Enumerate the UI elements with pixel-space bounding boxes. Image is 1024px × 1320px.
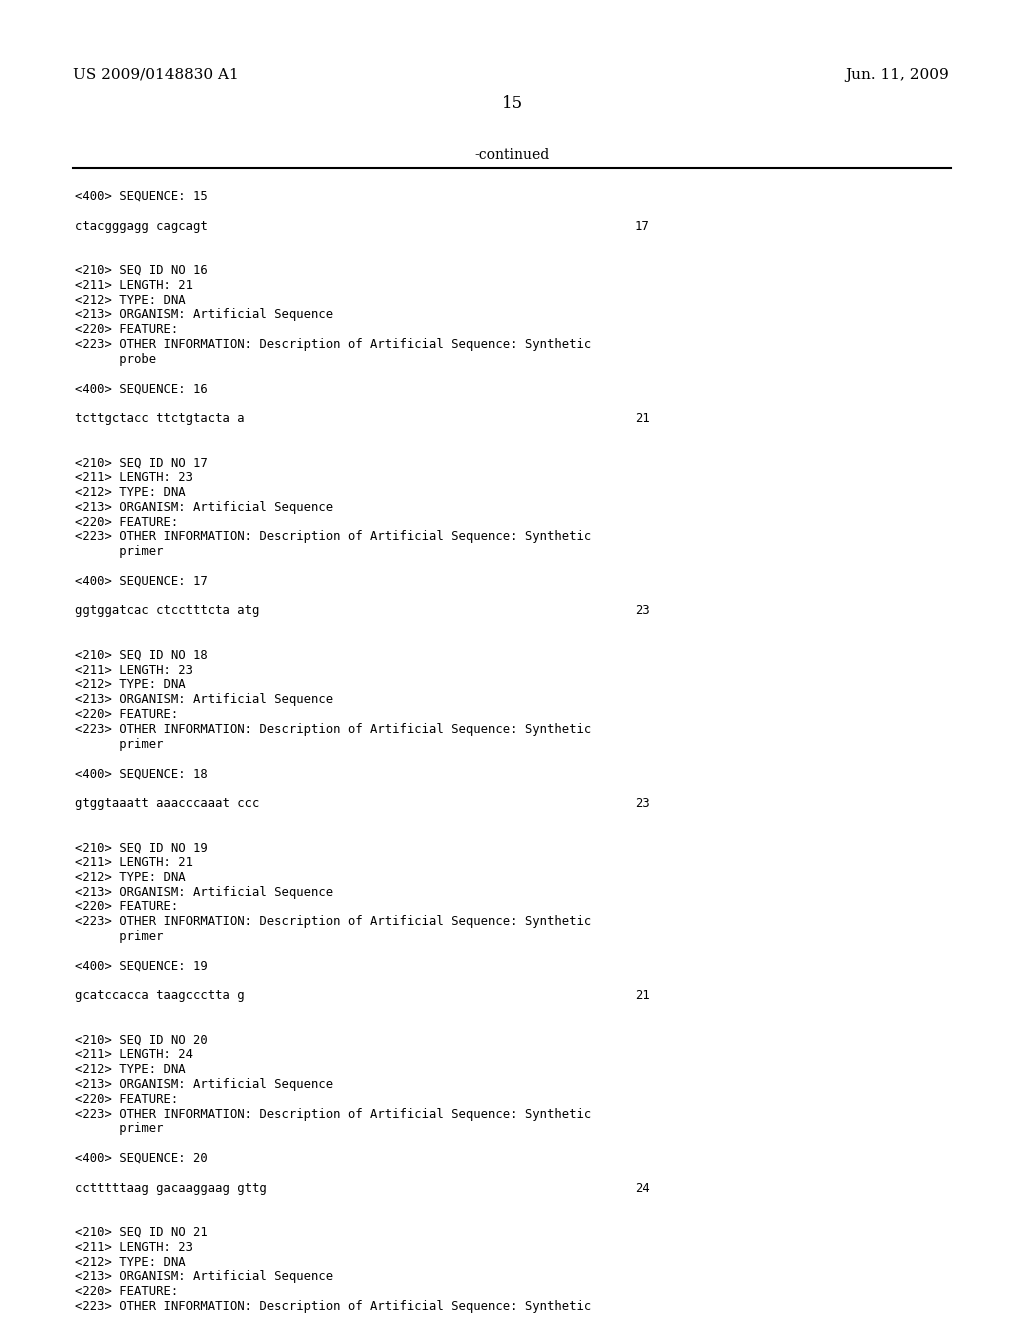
Text: <400> SEQUENCE: 19: <400> SEQUENCE: 19 (75, 960, 208, 973)
Text: cctttttaag gacaaggaag gttg: cctttttaag gacaaggaag gttg (75, 1181, 266, 1195)
Text: tcttgctacc ttctgtacta a: tcttgctacc ttctgtacta a (75, 412, 245, 425)
Text: <212> TYPE: DNA: <212> TYPE: DNA (75, 293, 185, 306)
Text: <211> LENGTH: 23: <211> LENGTH: 23 (75, 1241, 193, 1254)
Text: primer: primer (75, 931, 164, 942)
Text: <211> LENGTH: 23: <211> LENGTH: 23 (75, 664, 193, 677)
Text: <213> ORGANISM: Artificial Sequence: <213> ORGANISM: Artificial Sequence (75, 693, 333, 706)
Text: <211> LENGTH: 21: <211> LENGTH: 21 (75, 279, 193, 292)
Text: <223> OTHER INFORMATION: Description of Artificial Sequence: Synthetic: <223> OTHER INFORMATION: Description of … (75, 723, 591, 735)
Text: primer: primer (75, 738, 164, 751)
Text: 21: 21 (635, 989, 650, 1002)
Text: <211> LENGTH: 24: <211> LENGTH: 24 (75, 1048, 193, 1061)
Text: <220> FEATURE:: <220> FEATURE: (75, 323, 178, 337)
Text: <210> SEQ ID NO 16: <210> SEQ ID NO 16 (75, 264, 208, 277)
Text: ggtggatcac ctcctttcta atg: ggtggatcac ctcctttcta atg (75, 605, 259, 618)
Text: <220> FEATURE:: <220> FEATURE: (75, 1093, 178, 1106)
Text: <220> FEATURE:: <220> FEATURE: (75, 1286, 178, 1298)
Text: 15: 15 (502, 95, 522, 112)
Text: <400> SEQUENCE: 17: <400> SEQUENCE: 17 (75, 574, 208, 587)
Text: <212> TYPE: DNA: <212> TYPE: DNA (75, 1063, 185, 1076)
Text: <211> LENGTH: 23: <211> LENGTH: 23 (75, 471, 193, 484)
Text: <220> FEATURE:: <220> FEATURE: (75, 516, 178, 528)
Text: <400> SEQUENCE: 20: <400> SEQUENCE: 20 (75, 1152, 208, 1166)
Text: <213> ORGANISM: Artificial Sequence: <213> ORGANISM: Artificial Sequence (75, 1078, 333, 1092)
Text: primer: primer (75, 545, 164, 558)
Text: 21: 21 (635, 412, 650, 425)
Text: 17: 17 (635, 219, 650, 232)
Text: <223> OTHER INFORMATION: Description of Artificial Sequence: Synthetic: <223> OTHER INFORMATION: Description of … (75, 1107, 591, 1121)
Text: <211> LENGTH: 21: <211> LENGTH: 21 (75, 855, 193, 869)
Text: <400> SEQUENCE: 16: <400> SEQUENCE: 16 (75, 383, 208, 396)
Text: US 2009/0148830 A1: US 2009/0148830 A1 (73, 69, 239, 82)
Text: primer: primer (75, 1122, 164, 1135)
Text: <220> FEATURE:: <220> FEATURE: (75, 900, 178, 913)
Text: <210> SEQ ID NO 18: <210> SEQ ID NO 18 (75, 649, 208, 661)
Text: -continued: -continued (474, 148, 550, 162)
Text: 23: 23 (635, 605, 650, 618)
Text: <400> SEQUENCE: 15: <400> SEQUENCE: 15 (75, 190, 208, 203)
Text: <223> OTHER INFORMATION: Description of Artificial Sequence: Synthetic: <223> OTHER INFORMATION: Description of … (75, 338, 591, 351)
Text: gcatccacca taagccctta g: gcatccacca taagccctta g (75, 989, 245, 1002)
Text: <212> TYPE: DNA: <212> TYPE: DNA (75, 486, 185, 499)
Text: <210> SEQ ID NO 20: <210> SEQ ID NO 20 (75, 1034, 208, 1047)
Text: <210> SEQ ID NO 19: <210> SEQ ID NO 19 (75, 841, 208, 854)
Text: gtggtaaatt aaacccaaat ccc: gtggtaaatt aaacccaaat ccc (75, 797, 259, 809)
Text: <220> FEATURE:: <220> FEATURE: (75, 708, 178, 721)
Text: <400> SEQUENCE: 18: <400> SEQUENCE: 18 (75, 767, 208, 780)
Text: Jun. 11, 2009: Jun. 11, 2009 (845, 69, 949, 82)
Text: probe: probe (75, 352, 156, 366)
Text: 24: 24 (635, 1181, 650, 1195)
Text: <213> ORGANISM: Artificial Sequence: <213> ORGANISM: Artificial Sequence (75, 500, 333, 513)
Text: 23: 23 (635, 797, 650, 809)
Text: <213> ORGANISM: Artificial Sequence: <213> ORGANISM: Artificial Sequence (75, 886, 333, 899)
Text: <212> TYPE: DNA: <212> TYPE: DNA (75, 871, 185, 884)
Text: ctacgggagg cagcagt: ctacgggagg cagcagt (75, 219, 208, 232)
Text: <212> TYPE: DNA: <212> TYPE: DNA (75, 1255, 185, 1269)
Text: <223> OTHER INFORMATION: Description of Artificial Sequence: Synthetic: <223> OTHER INFORMATION: Description of … (75, 531, 591, 544)
Text: <213> ORGANISM: Artificial Sequence: <213> ORGANISM: Artificial Sequence (75, 1270, 333, 1283)
Text: <223> OTHER INFORMATION: Description of Artificial Sequence: Synthetic: <223> OTHER INFORMATION: Description of … (75, 915, 591, 928)
Text: <212> TYPE: DNA: <212> TYPE: DNA (75, 678, 185, 692)
Text: <210> SEQ ID NO 21: <210> SEQ ID NO 21 (75, 1226, 208, 1239)
Text: <223> OTHER INFORMATION: Description of Artificial Sequence: Synthetic: <223> OTHER INFORMATION: Description of … (75, 1300, 591, 1313)
Text: <213> ORGANISM: Artificial Sequence: <213> ORGANISM: Artificial Sequence (75, 309, 333, 321)
Text: <210> SEQ ID NO 17: <210> SEQ ID NO 17 (75, 457, 208, 470)
